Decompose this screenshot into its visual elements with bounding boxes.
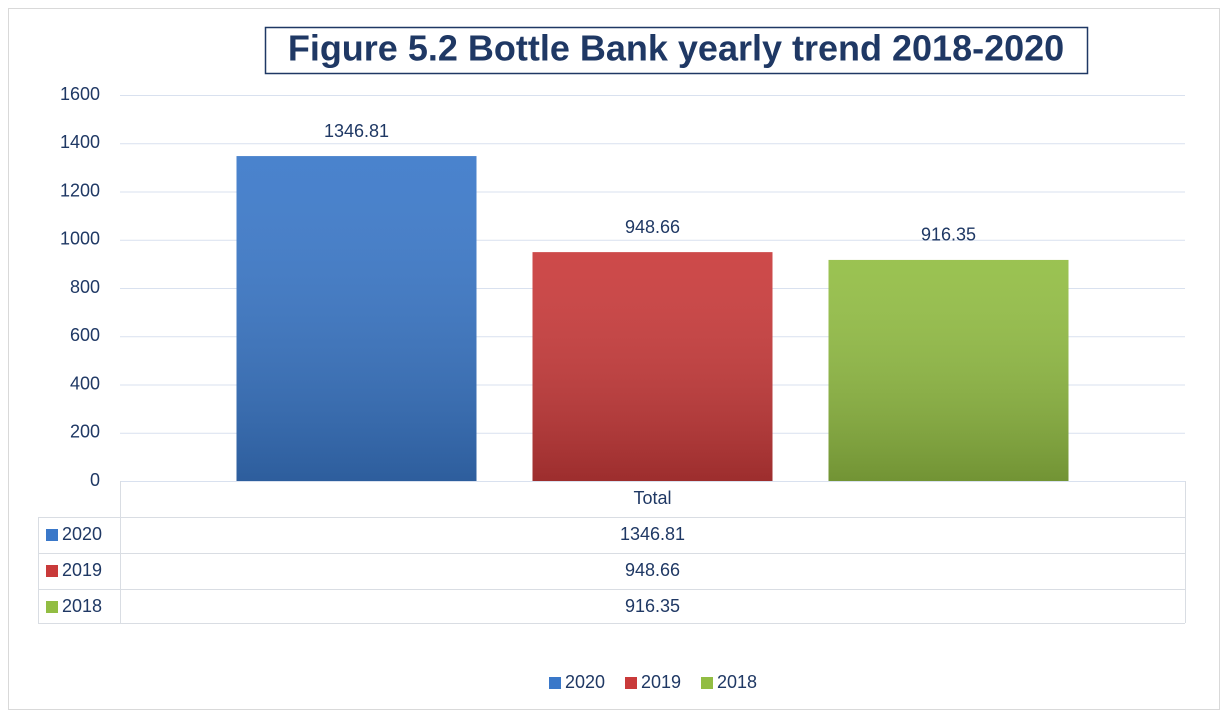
- table-row-label: 2019: [62, 560, 102, 580]
- y-tick-label: 600: [70, 325, 100, 345]
- value-label: 948.66: [625, 217, 680, 237]
- y-tick-label: 1400: [60, 132, 100, 152]
- bar-shade: [532, 252, 773, 481]
- table-row-label: 2020: [62, 524, 102, 544]
- table-legend-key: [46, 565, 58, 577]
- legend-key: [625, 677, 637, 689]
- bar-shade: [828, 259, 1069, 481]
- legend-label: 2019: [641, 672, 681, 692]
- y-tick-label: 0: [90, 470, 100, 490]
- y-tick-label: 800: [70, 277, 100, 297]
- legend-key: [549, 677, 561, 689]
- y-tick-label: 200: [70, 422, 100, 442]
- chart-title: Figure 5.2 Bottle Bank yearly trend 2018…: [288, 28, 1064, 69]
- y-tick-label: 400: [70, 373, 100, 393]
- legend-label: 2020: [565, 672, 605, 692]
- table-legend-key: [46, 601, 58, 613]
- title-box: [264, 26, 1089, 75]
- y-tick-label: 1200: [60, 180, 100, 200]
- table-row-label: 2018: [62, 596, 102, 616]
- table-cell: 1346.81: [620, 524, 685, 544]
- table-cell: 948.66: [625, 560, 680, 580]
- legend-label: 2018: [717, 672, 757, 692]
- table-header: Total: [633, 488, 671, 508]
- legend-key: [701, 677, 713, 689]
- value-label: 916.35: [921, 225, 976, 245]
- table-cell: 916.35: [625, 596, 680, 616]
- y-tick-label: 1000: [60, 229, 100, 249]
- table-legend-key: [46, 529, 58, 541]
- y-tick-label: 1600: [60, 84, 100, 104]
- value-label: 1346.81: [324, 121, 389, 141]
- bar-shade: [236, 156, 477, 481]
